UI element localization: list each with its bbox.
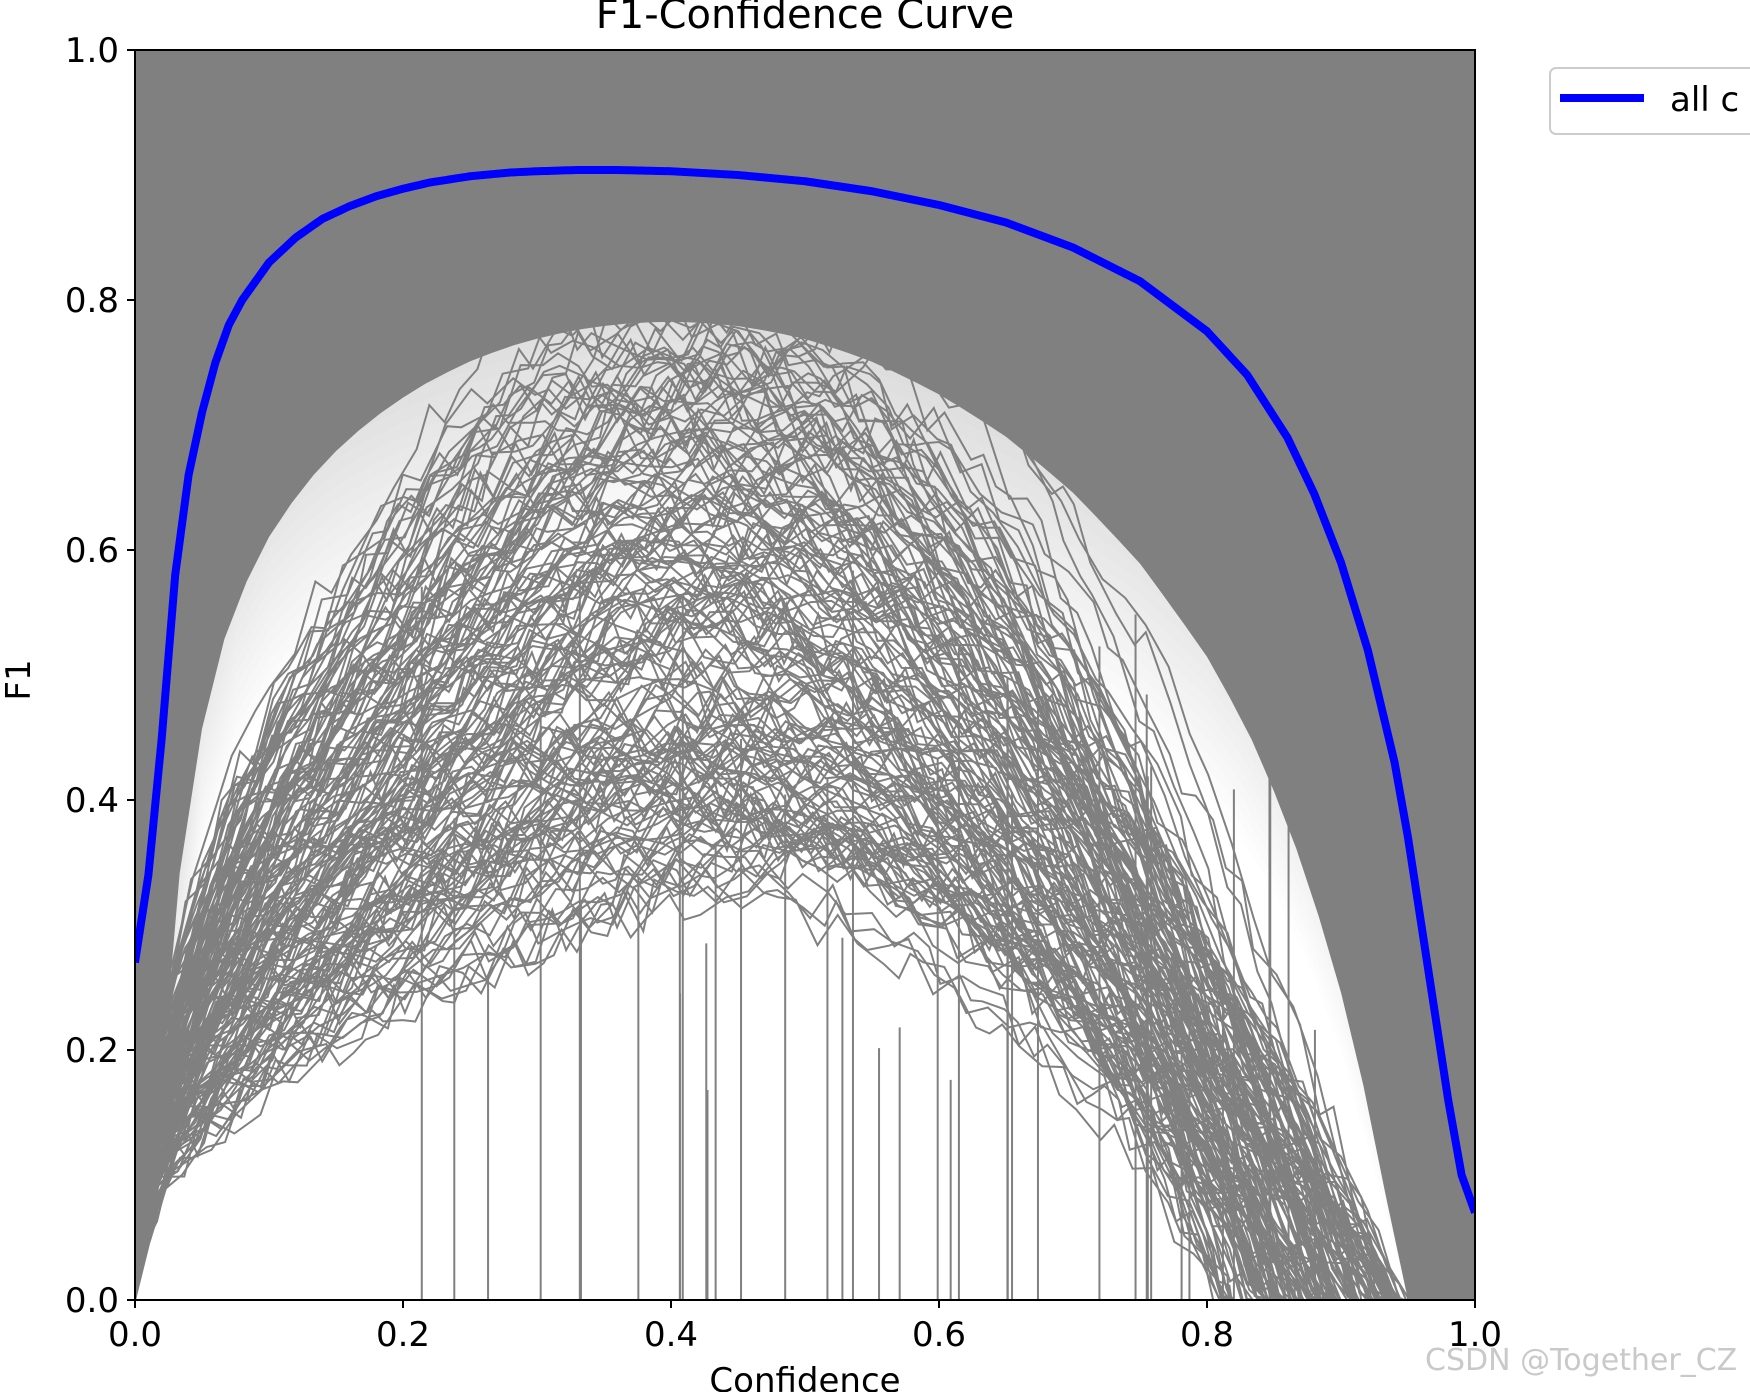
- per-class-curve: [135, 426, 1336, 1300]
- per-class-curve: [135, 366, 1390, 1300]
- y-tick-label: 0.2: [65, 1031, 119, 1071]
- per-class-curve: [135, 475, 1355, 1300]
- per-class-curve: [135, 475, 1302, 1300]
- per-class-curve: [135, 746, 1329, 1300]
- per-class-curve: [135, 317, 1230, 1300]
- per-class-curve: [135, 428, 1291, 1300]
- per-class-curve: [135, 737, 1303, 1300]
- per-class-curve: [135, 660, 1336, 1300]
- y-tick-label: 0.0: [65, 1281, 119, 1321]
- per-class-curve: [135, 499, 1342, 1300]
- chart-title: F1-Confidence Curve: [596, 0, 1015, 38]
- y-tick-label: 0.4: [65, 781, 119, 821]
- per-class-curve: [135, 491, 1243, 1300]
- y-tick-label: 0.6: [65, 531, 119, 571]
- per-class-curve: [135, 821, 1249, 1300]
- x-axis-title: Confidence: [709, 1361, 900, 1392]
- y-tick-label: 1.0: [65, 31, 119, 71]
- y-tick-label: 0.8: [65, 281, 119, 321]
- per-class-curve: [135, 722, 1319, 1300]
- per-class-curve: [135, 309, 1353, 1300]
- legend: all c: [1549, 67, 1750, 135]
- per-class-curve: [135, 594, 1401, 1300]
- per-class-curve: [135, 503, 1409, 1300]
- per-class-curves: [135, 50, 1475, 1300]
- per-class-curve: [135, 307, 1215, 1300]
- per-class-curve: [135, 639, 1255, 1300]
- x-tick-label: 0.4: [644, 1315, 698, 1355]
- per-class-curve: [135, 816, 1321, 1300]
- y-axis-title: F1: [0, 659, 39, 700]
- watermark: CSDN @Together_CZ: [1425, 1343, 1737, 1378]
- per-class-curve: [135, 818, 1269, 1300]
- per-class-curve: [135, 561, 1372, 1300]
- x-tick-label: 0.2: [376, 1315, 430, 1355]
- x-tick-label: 0.0: [108, 1315, 162, 1355]
- per-class-curve: [135, 586, 1386, 1300]
- per-class-curve: [135, 504, 1277, 1300]
- x-axis: 0.0 0.2 0.4 0.6 0.8 1.0: [108, 1300, 1502, 1355]
- per-class-curve: [135, 815, 1288, 1300]
- x-tick-label: 1.0: [1448, 1315, 1502, 1355]
- per-class-curve: [135, 418, 1318, 1300]
- per-class-curve: [135, 569, 1223, 1300]
- x-tick-label: 0.8: [1180, 1315, 1234, 1355]
- legend-label-mean: all c: [1670, 80, 1739, 120]
- per-class-curve: [135, 574, 1299, 1300]
- per-class-curve: [135, 378, 1300, 1300]
- legend-box: [1549, 67, 1750, 135]
- per-class-curve: [135, 833, 1328, 1300]
- plot-frame: [134, 49, 1476, 1301]
- mean-f1-curve: [135, 166, 1475, 1214]
- per-class-curve: [135, 372, 1293, 1300]
- per-class-dense-fill: [135, 50, 1475, 1300]
- mean-curve-layer: [135, 166, 1475, 1214]
- per-class-curve: [135, 344, 1379, 1300]
- per-class-curve: [135, 516, 1339, 1300]
- x-tick-label: 0.6: [912, 1315, 966, 1355]
- y-axis: 0.0 0.2 0.4 0.6 0.8 1.0: [65, 31, 135, 1321]
- per-class-curve: [135, 739, 1401, 1300]
- per-class-curve: [135, 639, 1296, 1300]
- per-class-curve: [135, 390, 1296, 1300]
- per-class-curve: [135, 725, 1320, 1300]
- per-class-curve: [135, 434, 1344, 1300]
- per-class-curve: [135, 812, 1397, 1300]
